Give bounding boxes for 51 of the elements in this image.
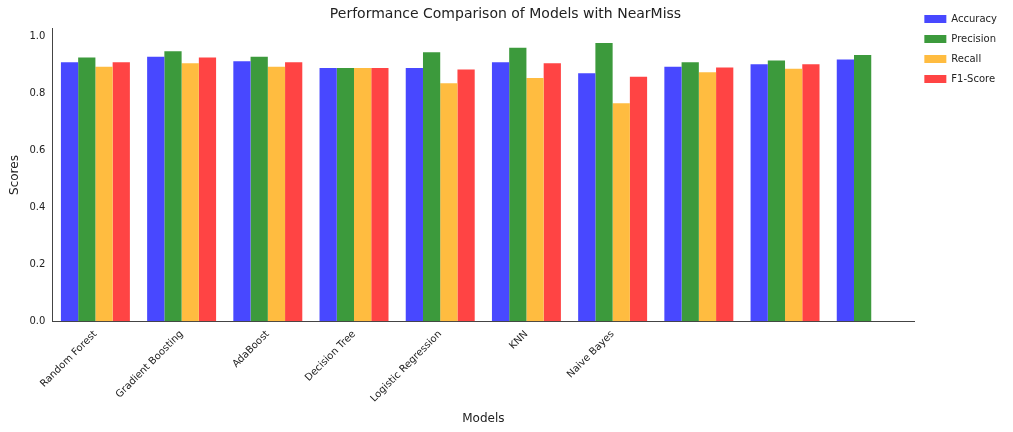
bar <box>750 64 768 322</box>
bar <box>802 64 820 322</box>
bar <box>664 66 682 322</box>
bar <box>422 52 441 322</box>
y-tick-label: 0.4 <box>29 200 46 212</box>
bar <box>681 62 699 322</box>
y-tick-label: 1.0 <box>29 29 46 41</box>
bar <box>785 68 803 322</box>
x-axis-title: Models <box>462 410 505 425</box>
bar <box>285 62 303 322</box>
bar <box>405 67 423 322</box>
y-tick-label: 0.0 <box>29 314 46 326</box>
bar <box>698 72 717 322</box>
bar <box>854 55 872 322</box>
bar <box>595 43 613 322</box>
bar <box>457 69 475 322</box>
bar <box>354 67 372 322</box>
bar <box>716 67 734 322</box>
bar <box>767 60 786 322</box>
bar <box>836 59 854 322</box>
bar <box>95 66 113 322</box>
bar <box>612 103 630 322</box>
bar <box>198 57 217 322</box>
bar <box>181 63 199 322</box>
legend-label: Recall <box>951 52 982 64</box>
bar <box>578 73 596 322</box>
bar <box>233 61 251 322</box>
bar <box>78 57 96 322</box>
bar <box>336 67 355 322</box>
bar <box>629 76 648 322</box>
bar <box>319 67 337 322</box>
bar <box>250 56 268 322</box>
bar <box>440 83 458 322</box>
legend-label: Accuracy <box>951 12 998 24</box>
bar <box>147 56 165 322</box>
chart-title: Performance Comparison of Models with NearMiss <box>329 5 682 22</box>
bar <box>267 66 286 322</box>
y-tick-label: 0.2 <box>29 257 46 269</box>
y-axis-title: Scores <box>7 155 22 195</box>
bar <box>543 63 561 322</box>
y-tick-label: 0.6 <box>29 143 46 155</box>
bar <box>526 77 544 322</box>
y-tick-label: 0.8 <box>29 86 46 98</box>
legend-label: Precision <box>951 32 996 44</box>
bar <box>509 47 527 322</box>
bar <box>371 67 389 322</box>
bar <box>60 62 79 322</box>
bar <box>491 62 510 322</box>
bar <box>112 62 130 322</box>
bar <box>164 51 182 322</box>
legend-label: F1-Score <box>951 72 996 84</box>
